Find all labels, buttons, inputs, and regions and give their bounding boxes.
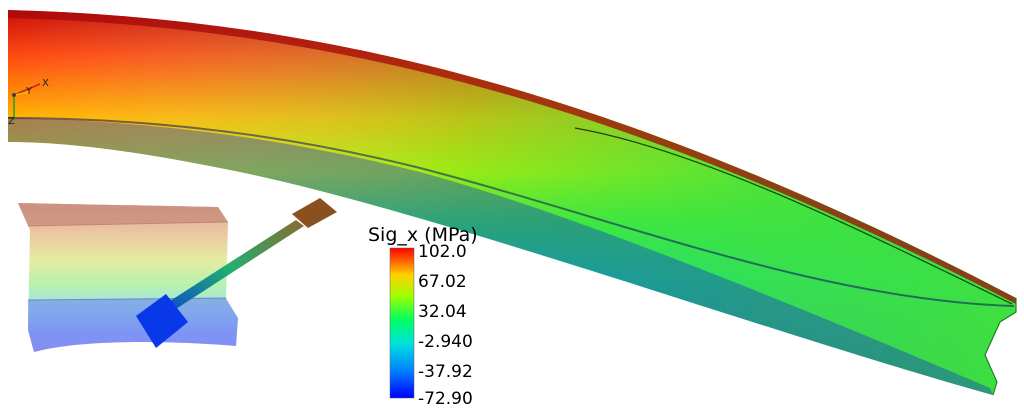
colorbar	[389, 247, 415, 399]
section-inset-top-flange	[18, 203, 228, 226]
axis-z-label: Z	[8, 116, 15, 127]
probe-element[interactable]	[136, 198, 337, 348]
colorbar-tick-2: 67.02	[418, 272, 467, 292]
colorbar-gradient	[390, 248, 414, 398]
colorbar-tick-3: 32.04	[418, 302, 467, 322]
axis-y-label: Y	[25, 86, 33, 97]
axis-x-label: X	[42, 78, 49, 89]
main-beam-model[interactable]	[7, 10, 1017, 396]
beam-end-section	[984, 298, 1017, 396]
axes-triad: X Y Z	[8, 78, 49, 127]
colorbar-title: Sig_x (MPa)	[368, 224, 478, 246]
beam-tip-shading	[8, 10, 1016, 395]
colorbar-tick-max: 102.0	[418, 242, 467, 262]
colorbar-tick-4: -2.940	[418, 332, 473, 352]
probe-top-plate	[292, 198, 337, 228]
inner-edge-line	[574, 127, 1013, 305]
bottom-flange-seam	[7, 117, 1015, 307]
colorbar-tick-min: -72.90	[418, 389, 473, 409]
section-inset-bottom-flange	[28, 298, 238, 352]
bottom-flange-lip	[8, 118, 993, 395]
colorbar-tick-5: -37.92	[418, 362, 473, 382]
section-inset-body	[18, 203, 238, 352]
probe-bottom-plate	[136, 294, 188, 348]
probe-connector-rod	[156, 220, 304, 318]
section-inset-model[interactable]	[18, 203, 238, 352]
